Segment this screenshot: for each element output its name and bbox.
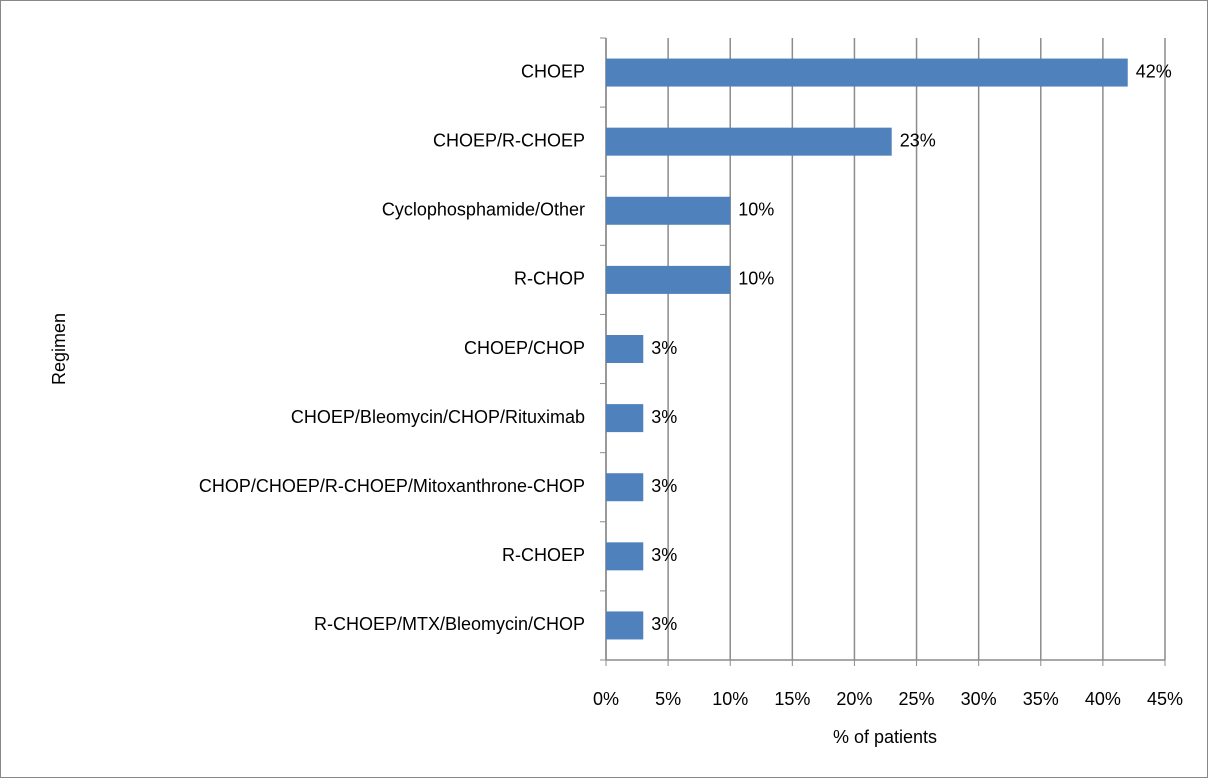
- x-tick-label: 5%: [655, 689, 681, 709]
- y-tick-label: R-CHOEP/MTX/Bleomycin/CHOP: [314, 614, 585, 634]
- bar: [606, 611, 644, 640]
- value-label: 10%: [738, 200, 774, 220]
- x-tick-label: 10%: [712, 689, 748, 709]
- value-label: 3%: [651, 614, 677, 634]
- x-tick-label: 25%: [899, 689, 935, 709]
- value-label: 3%: [651, 476, 677, 496]
- y-tick-label: CHOEP/CHOP: [464, 338, 585, 358]
- value-label: 3%: [651, 545, 677, 565]
- bar: [606, 196, 731, 225]
- bar: [606, 265, 731, 294]
- value-label: 23%: [900, 130, 936, 150]
- bar: [606, 335, 644, 363]
- value-label: 3%: [651, 338, 677, 358]
- value-label: 10%: [738, 269, 774, 289]
- value-label: 42%: [1136, 61, 1172, 81]
- x-tick-label: 0%: [593, 689, 619, 709]
- y-tick-label: R-CHOEP: [502, 545, 585, 565]
- x-tick-label: 35%: [1023, 689, 1059, 709]
- x-tick-label: 15%: [774, 689, 810, 709]
- y-tick-label: Cyclophosphamide/Other: [382, 200, 585, 220]
- value-label: 3%: [651, 407, 677, 427]
- bar: [606, 542, 644, 571]
- y-tick-label: CHOEP: [521, 61, 585, 81]
- y-axis-title: Regimen: [49, 313, 69, 385]
- y-tick-label: CHOP/CHOEP/R-CHOEP/Mitoxanthrone-CHOP: [199, 476, 585, 496]
- x-axis-title: % of patients: [833, 727, 937, 747]
- x-tick-label: 40%: [1085, 689, 1121, 709]
- x-tick-label: 30%: [961, 689, 997, 709]
- y-tick-label: CHOEP/Bleomycin/CHOP/Rituximab: [291, 407, 585, 427]
- bar: [606, 473, 644, 502]
- y-tick-label: CHOEP/R-CHOEP: [433, 130, 585, 150]
- bar: [606, 58, 1128, 87]
- y-tick-label: R-CHOP: [514, 269, 585, 289]
- bar: [606, 404, 644, 433]
- bar: [606, 127, 892, 156]
- x-tick-label: 20%: [836, 689, 872, 709]
- x-tick-label: 45%: [1147, 689, 1183, 709]
